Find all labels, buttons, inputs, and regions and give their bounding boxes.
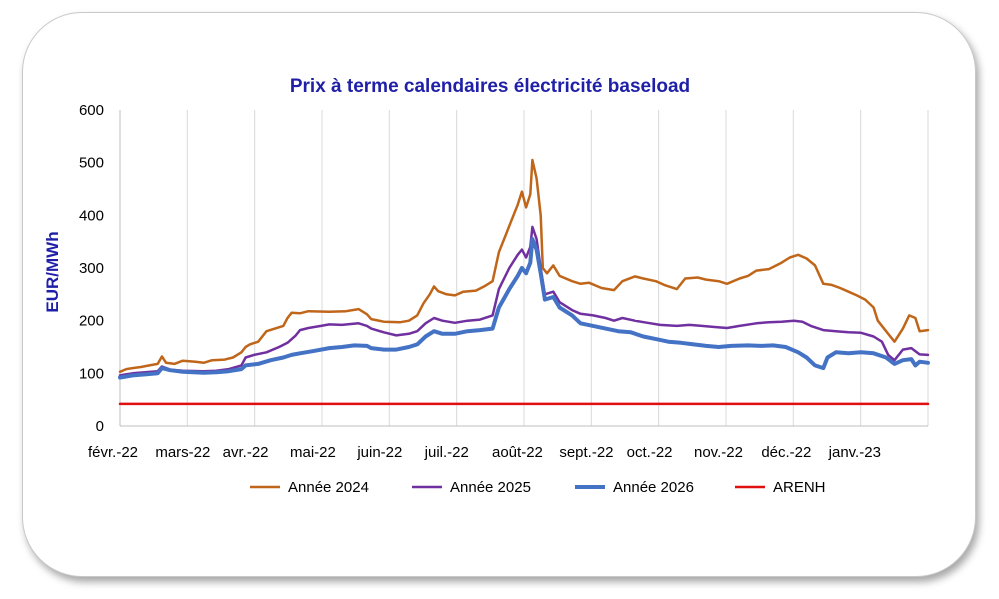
- y-tick-label: 0: [96, 418, 104, 435]
- series-line-1: [118, 225, 930, 377]
- legend-label: ARENH: [773, 479, 826, 496]
- y-tick-label: 300: [79, 260, 104, 277]
- x-tick-label: juil.-22: [424, 444, 469, 461]
- chart-title: Prix à terme calendaires électricité bas…: [290, 76, 690, 97]
- x-tick-label: sept.-22: [559, 444, 613, 461]
- series-line-0: [118, 158, 930, 374]
- legend: Année 2024 Année 2025 Année 2026 ARENH: [250, 479, 826, 496]
- x-tick-label: oct.-22: [627, 444, 673, 461]
- legend-label: Année 2025: [450, 479, 531, 496]
- x-tick-label: mars-22: [155, 444, 210, 461]
- legend-label: Année 2024: [288, 479, 369, 496]
- legend-label: Année 2026: [613, 479, 694, 496]
- x-tick-label: nov.-22: [694, 444, 743, 461]
- x-tick-label: déc.-22: [761, 444, 811, 461]
- x-tick-label: janv.-23: [828, 444, 881, 461]
- x-tick-label: août-22: [492, 444, 543, 461]
- y-tick-labels: 0 100 200 300 400 500 600: [79, 102, 104, 435]
- y-tick-label: 600: [79, 102, 104, 119]
- x-tick-label: févr.-22: [88, 444, 138, 461]
- series-lines: [118, 158, 930, 406]
- y-tick-label: 400: [79, 207, 104, 224]
- x-tick-label: mai-22: [290, 444, 336, 461]
- y-tick-label: 100: [79, 365, 104, 382]
- series-line-2: [118, 237, 930, 380]
- chart-card: [22, 12, 976, 577]
- axes: [119, 110, 928, 427]
- x-tick-labels: févr.-22 mars-22 avr.-22 mai-22 juin-22 juil.…: [88, 444, 881, 461]
- x-tick-label: avr.-22: [223, 444, 269, 461]
- y-tick-label: 200: [79, 313, 104, 330]
- x-tick-label: juin-22: [356, 444, 402, 461]
- y-axis-label: EUR/MWh: [43, 231, 62, 312]
- y-tick-label: 500: [79, 155, 104, 172]
